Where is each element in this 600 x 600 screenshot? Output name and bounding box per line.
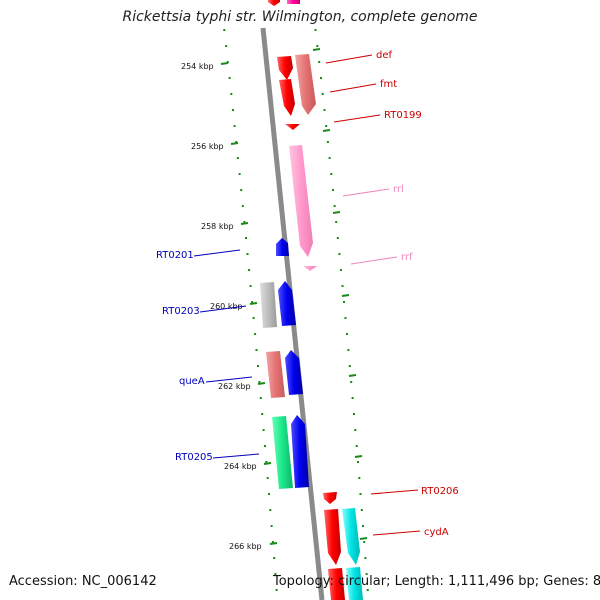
scale-labels: 254 kbp 256 kbp 258 kbp 260 kbp 262 kbp … — [181, 48, 368, 551]
major-tick — [269, 542, 278, 545]
gene-quea-salmon — [266, 351, 285, 398]
major-tick — [249, 302, 258, 305]
scale-track-outer — [314, 29, 369, 591]
gene-rrl — [289, 145, 313, 257]
major-tick — [312, 48, 321, 51]
gene-rt0199 — [285, 124, 300, 130]
gene-label-cyda: cydA — [424, 527, 449, 538]
major-tick — [263, 462, 272, 465]
scale-label: 256 kbp — [191, 142, 224, 151]
leader-rt0201 — [193, 249, 241, 257]
leader-def — [325, 54, 373, 64]
gene-quea — [285, 350, 303, 395]
leader-rt0199 — [333, 114, 381, 123]
gene-label-rt0199: RT0199 — [384, 110, 422, 121]
gene-rt0205-green — [272, 416, 293, 489]
gene-label-rrl: rrl — [393, 184, 404, 195]
gene-rt0206 — [323, 492, 337, 504]
major-tick — [348, 374, 357, 377]
scale-track-inner — [223, 29, 278, 591]
gene-label-fmt: fmt — [380, 79, 397, 90]
scale-label: 260 kbp — [210, 302, 243, 311]
leader-cyda — [372, 530, 421, 536]
major-tick — [220, 62, 229, 65]
scale-label: 264 kbp — [224, 462, 257, 471]
gene-rrf — [303, 266, 317, 271]
major-tick — [257, 382, 266, 385]
scale-label: 258 kbp — [201, 222, 234, 231]
major-tick — [354, 455, 363, 458]
gene-label-rt0206: RT0206 — [421, 486, 459, 497]
major-tick — [230, 142, 239, 145]
gene-def — [277, 56, 293, 80]
gene-cyda-red — [324, 509, 341, 565]
leader-rrl — [342, 188, 390, 197]
gene-fmt — [295, 54, 316, 115]
leader-quea — [205, 376, 253, 383]
accession-text: Accession: NC_006142 — [9, 574, 157, 589]
leader-rt0203 — [199, 305, 247, 313]
leader-rrf — [350, 256, 398, 265]
scale-label: 266 kbp — [229, 542, 262, 551]
major-tick — [359, 537, 368, 540]
gene-labels: def fmt RT0199 rrl rrf RT0201 RT0203 que… — [156, 50, 459, 538]
gene-rt0203 — [278, 281, 296, 326]
gene-label-rt0203: RT0203 — [162, 306, 200, 317]
gene-def-part — [279, 79, 295, 116]
leader-rt0206 — [370, 489, 419, 495]
leader-rt0205 — [212, 453, 260, 459]
gene-label-rrf: rrf — [401, 252, 413, 263]
gene-partial-magenta — [287, 0, 300, 4]
scale-label: 262 kbp — [218, 382, 251, 391]
scale-label: 254 kbp — [181, 62, 214, 71]
gene-bottom-cyan — [346, 567, 363, 600]
gene-rt0201 — [276, 238, 289, 256]
gene-label-rt0205: RT0205 — [175, 452, 213, 463]
map-title: Rickettsia typhi str. Wilmington, comple… — [122, 9, 478, 25]
major-tick — [322, 129, 331, 132]
gene-partial-red — [268, 0, 280, 6]
gene-label-rt0201: RT0201 — [156, 250, 194, 261]
gene-label-def: def — [376, 50, 393, 61]
leader-fmt — [329, 83, 377, 93]
major-tick — [332, 211, 341, 214]
gene-rt0205 — [291, 415, 309, 488]
gene-rt0203-gray — [260, 282, 277, 328]
major-tick — [341, 294, 350, 297]
topology-text: Topology: circular; Length: 1,111,496 bp… — [273, 574, 600, 589]
gene-label-quea: queA — [179, 376, 205, 387]
gene-cyda — [342, 508, 360, 565]
major-tick — [240, 222, 249, 225]
gene-bottom-red — [328, 568, 345, 600]
